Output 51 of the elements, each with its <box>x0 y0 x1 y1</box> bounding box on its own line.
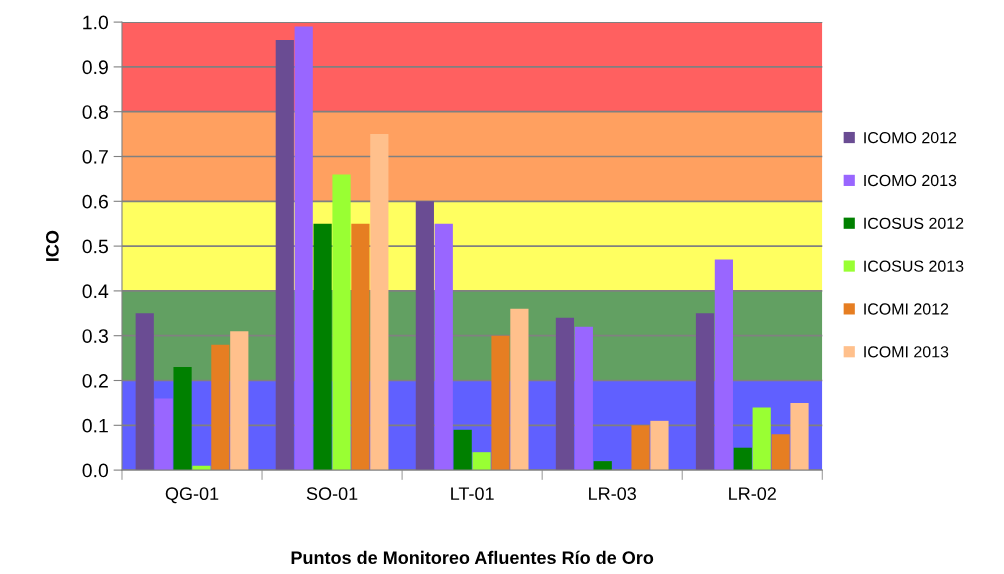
y-tick-label: 0.2 <box>82 373 108 388</box>
y-axis-title: ICO <box>45 230 59 261</box>
y-tick-label: 0.1 <box>82 418 108 433</box>
y-tick-label: 1.0 <box>83 15 109 30</box>
bar <box>370 134 389 471</box>
x-tick-label: SO-01 <box>306 487 358 501</box>
x-axis-title: Puntos de Monitoreo Afluentes Río de Oro <box>291 550 654 565</box>
bar <box>230 331 249 471</box>
legend-label: ICOMO 2012 <box>864 131 957 144</box>
bar <box>631 425 650 471</box>
y-tick-label: 0.8 <box>82 105 108 119</box>
bar <box>771 434 790 471</box>
bar <box>135 313 154 471</box>
bar <box>351 223 370 471</box>
x-tick-label: LR-03 <box>589 487 636 501</box>
bar <box>555 317 575 471</box>
bar <box>211 344 230 471</box>
x-tick-label: LR-02 <box>729 487 776 501</box>
y-tick-label: 0.7 <box>82 149 108 164</box>
bar <box>453 429 472 471</box>
bar <box>294 26 313 471</box>
bar <box>472 452 491 471</box>
bar <box>695 313 715 471</box>
legend-label: ICOMI 2013 <box>864 346 949 358</box>
bar <box>650 420 669 471</box>
x-tick-label: LT-01 <box>451 487 494 501</box>
bar <box>714 259 733 471</box>
legend-label: ICOSUS 2013 <box>864 260 964 272</box>
y-tick-label: 0.4 <box>82 284 109 299</box>
legend-label: ICOMI 2012 <box>864 303 949 315</box>
y-tick-label: 0.3 <box>82 329 108 343</box>
bar <box>275 40 294 471</box>
legend-label: ICOSUS 2012 <box>864 217 964 229</box>
bar <box>733 447 752 471</box>
bar <box>313 223 332 471</box>
bar <box>491 335 510 471</box>
x-tick-label: QG-01 <box>165 487 219 504</box>
bar <box>574 326 593 471</box>
legend-label: ICOMO 2013 <box>864 174 957 187</box>
y-tick-label: 0.6 <box>82 194 108 209</box>
bar <box>415 201 434 471</box>
bar <box>173 367 192 471</box>
y-tick-label: 0.0 <box>82 463 109 478</box>
bar <box>154 398 173 471</box>
y-tick-label: 0.5 <box>82 239 108 254</box>
y-tick-label: 0.9 <box>82 60 108 75</box>
bar <box>434 223 453 471</box>
bar <box>332 174 351 471</box>
bar <box>752 407 771 471</box>
bar <box>790 402 809 471</box>
bar <box>510 308 529 471</box>
